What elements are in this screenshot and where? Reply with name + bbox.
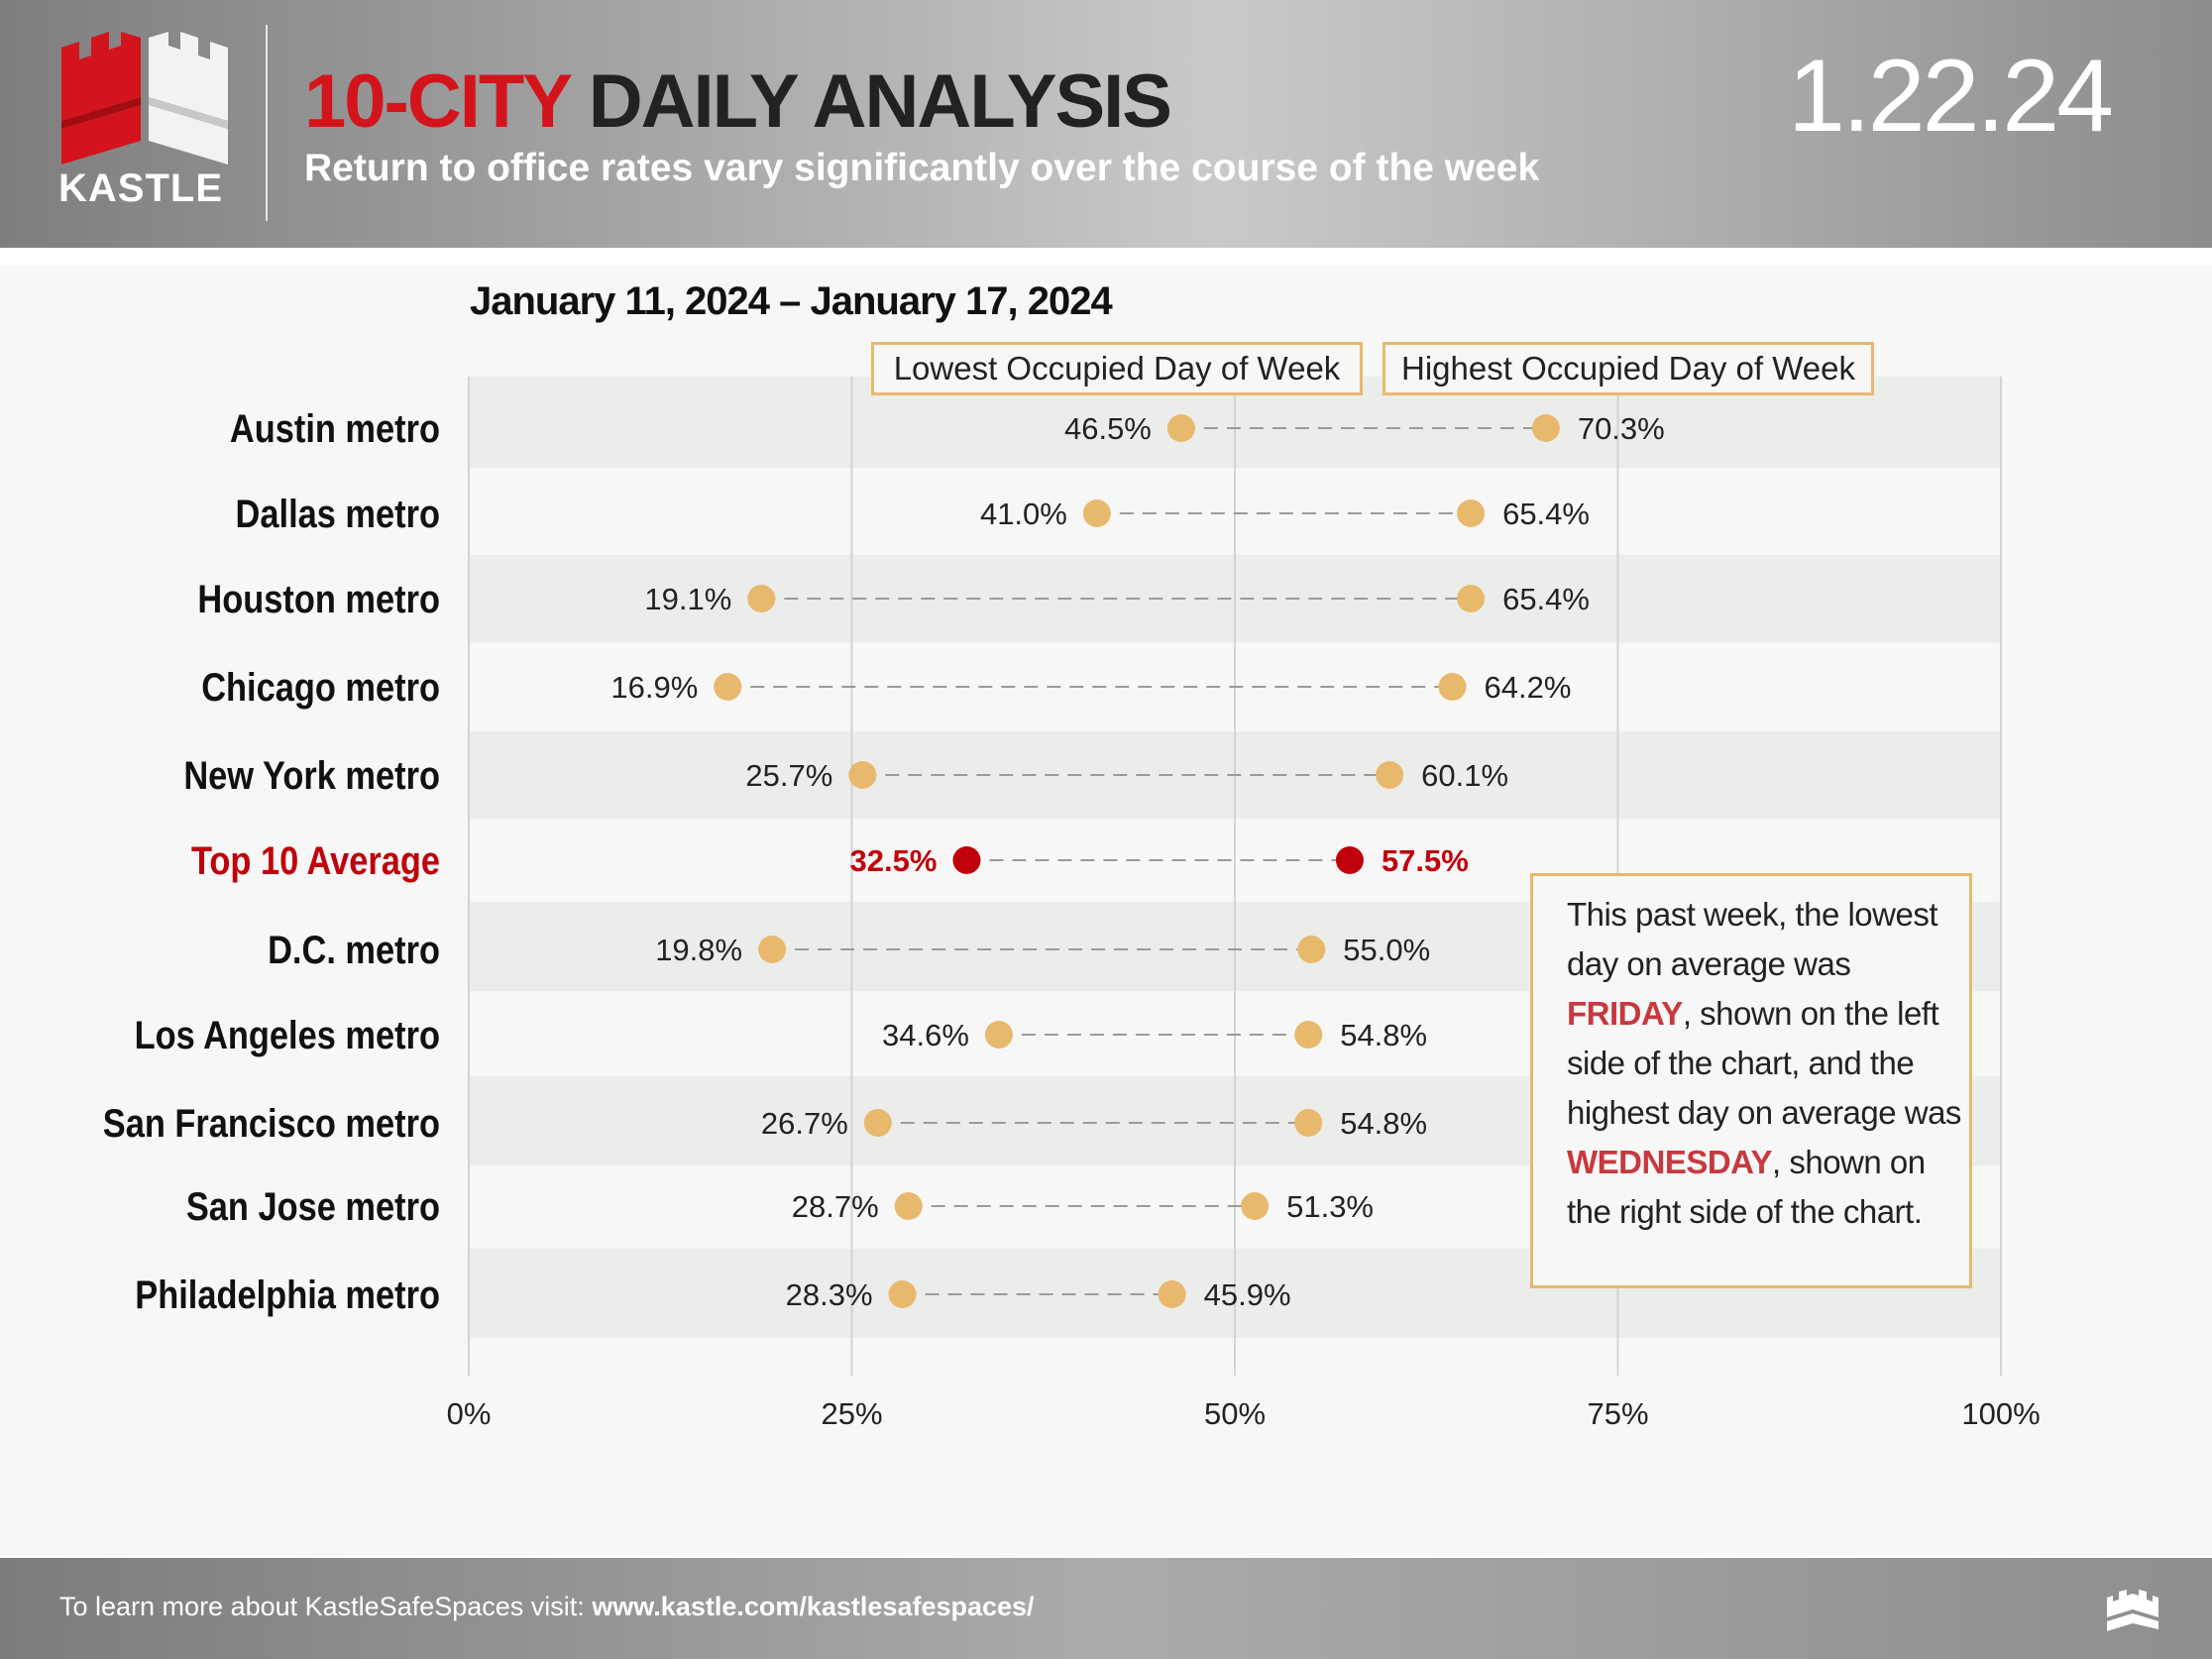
chart-title-date-range: January 11, 2024 – January 17, 2024 [470, 279, 1113, 323]
high-value-label: 54.8% [1340, 1018, 1427, 1052]
footer-link[interactable]: www.kastle.com/kastlesafespaces/ [592, 1592, 1035, 1621]
annotation-high-day: WEDNESDAY [1567, 1144, 1773, 1180]
high-value-dot [1531, 414, 1560, 442]
page-subtitle: Return to office rates vary significantl… [304, 147, 1540, 189]
low-value-dot [747, 585, 776, 612]
low-value-label: 28.7% [792, 1189, 879, 1224]
low-value-dot [894, 1192, 923, 1220]
low-value-dot [758, 936, 787, 963]
annotation-low-day: FRIDAY [1567, 995, 1683, 1032]
high-value-label: 60.1% [1421, 758, 1508, 793]
low-value-label: 32.5% [850, 843, 938, 878]
high-value-label: 64.2% [1485, 670, 1572, 705]
low-value-label: 46.5% [1064, 411, 1152, 446]
row-label: New York metro [183, 753, 440, 798]
legend-lowest: Lowest Occupied Day of Week [871, 342, 1363, 395]
legend-highest: Highest Occupied Day of Week [1382, 342, 1874, 395]
low-value-label: 19.1% [644, 582, 731, 616]
high-value-label: 45.9% [1204, 1277, 1291, 1312]
high-value-dot [1457, 499, 1486, 527]
annotation-text: This past week, the lowest day on averag… [1567, 890, 1963, 1237]
x-tick-label: 25% [821, 1396, 882, 1431]
row-label: Austin metro [230, 406, 440, 451]
low-value-dot [984, 1021, 1013, 1049]
row-label: Los Angeles metro [135, 1013, 440, 1057]
row-label: D.C. metro [268, 928, 440, 972]
low-value-label: 25.7% [745, 758, 832, 793]
row-label: Chicago metro [201, 665, 440, 710]
low-value-label: 34.6% [882, 1018, 969, 1052]
high-value-label: 70.3% [1578, 411, 1665, 446]
low-value-label: 41.0% [980, 497, 1067, 531]
low-value-label: 16.9% [610, 670, 698, 705]
title-red-part: 10-CITY [304, 59, 572, 144]
annotation-part-2: , shown on the left side of the chart, a… [1567, 995, 1961, 1131]
annotation-part-3: , shown on the right side of the chart. [1567, 1144, 1926, 1230]
page-title: 10-CITY DAILY ANALYSIS [304, 57, 1172, 147]
high-value-label: 65.4% [1502, 497, 1590, 531]
row-label: San Jose metro [186, 1184, 440, 1229]
header-divider [266, 25, 268, 221]
high-value-dot [1438, 673, 1467, 701]
low-value-dot [848, 761, 877, 789]
footer-bar: To learn more about KastleSafeSpaces vis… [0, 1558, 2212, 1659]
castle-icon [2107, 1590, 2158, 1631]
row-label: San Francisco metro [103, 1101, 440, 1146]
low-value-label: 19.8% [655, 933, 742, 967]
kastle-castle-logo-icon [61, 32, 228, 165]
row-label: Houston metro [197, 577, 440, 621]
x-tick-label: 100% [1961, 1396, 2040, 1431]
high-value-label: 54.8% [1340, 1106, 1427, 1141]
low-value-dot [714, 673, 742, 701]
x-tick-label: 75% [1587, 1396, 1648, 1431]
x-tick-label: 50% [1204, 1396, 1266, 1431]
x-tick-label: 0% [447, 1396, 492, 1431]
report-date: 1.22.24 [1788, 39, 2114, 154]
annotation-part-1: This past week, the lowest day on averag… [1567, 896, 1938, 982]
high-value-dot [1376, 761, 1404, 789]
kastle-logo-text: KASTLE [58, 166, 223, 210]
low-value-dot [1082, 499, 1111, 527]
header-banner: KASTLE 10-CITY DAILY ANALYSIS Return to … [0, 0, 2212, 248]
low-value-label: 26.7% [761, 1106, 848, 1141]
low-value-dot [952, 846, 981, 874]
low-value-label: 28.3% [786, 1277, 873, 1312]
high-value-dot [1241, 1192, 1270, 1220]
high-value-dot [1158, 1280, 1186, 1308]
annotation-box: This past week, the lowest day on averag… [1530, 873, 1972, 1288]
row-label: Dallas metro [236, 492, 440, 536]
high-value-label: 55.0% [1343, 933, 1430, 967]
high-value-label: 57.5% [1382, 843, 1469, 878]
row-label: Philadelphia metro [135, 1272, 440, 1317]
low-value-dot [863, 1109, 892, 1137]
high-value-label: 65.4% [1502, 582, 1590, 616]
footer-label: To learn more about KastleSafeSpaces vis… [59, 1592, 593, 1621]
title-dark-part: DAILY ANALYSIS [588, 59, 1172, 144]
footer-text: To learn more about KastleSafeSpaces vis… [59, 1592, 1035, 1622]
low-value-dot [1166, 414, 1195, 442]
high-value-label: 51.3% [1286, 1189, 1374, 1224]
high-value-dot [1335, 846, 1364, 874]
high-value-dot [1294, 1109, 1323, 1137]
row-label: Top 10 Average [191, 838, 440, 883]
high-value-dot [1457, 585, 1486, 612]
low-value-dot [888, 1280, 917, 1308]
high-value-dot [1294, 1021, 1323, 1049]
high-value-dot [1297, 936, 1326, 963]
